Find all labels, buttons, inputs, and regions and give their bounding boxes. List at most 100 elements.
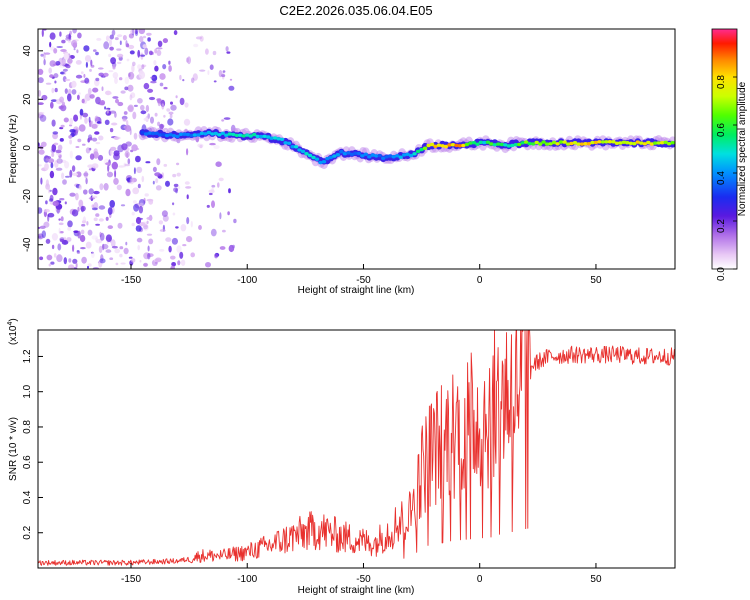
noise-speckle	[105, 162, 111, 166]
noise-speckle	[57, 243, 62, 251]
noise-speckle	[65, 78, 71, 82]
ridge-core	[262, 134, 267, 138]
noise-speckle	[168, 65, 172, 72]
noise-speckle	[223, 117, 231, 120]
noise-speckle	[98, 72, 104, 77]
noise-speckle	[45, 179, 50, 187]
noise-speckle	[108, 92, 112, 95]
noise-speckle	[124, 76, 129, 85]
ridge-core	[192, 133, 198, 137]
noise-speckle	[130, 92, 136, 99]
colorbar-ticks: 0.0 0.2 0.4 0.6 0.8	[716, 75, 737, 281]
noise-speckle	[87, 265, 89, 269]
noise-speckle	[60, 159, 67, 163]
noise-speckle	[108, 70, 114, 73]
ridge-core	[572, 141, 578, 145]
noise-speckle	[68, 258, 72, 263]
ridge-core	[485, 140, 491, 144]
noise-speckle	[53, 73, 59, 79]
ridge-core	[457, 144, 463, 148]
noise-speckle	[44, 52, 51, 55]
noise-speckle	[147, 252, 151, 260]
ridge-core	[590, 140, 595, 145]
ridge-core	[332, 154, 337, 158]
noise-speckle	[109, 46, 114, 51]
noise-speckle	[83, 73, 86, 78]
ridge-core	[367, 155, 372, 159]
noise-speckle	[219, 246, 226, 250]
noise-speckle	[210, 228, 217, 237]
ridge-core	[618, 141, 623, 145]
noise-speckle	[120, 90, 126, 94]
noise-speckle	[41, 29, 44, 37]
noise-speckle	[72, 258, 78, 264]
ridge-core	[252, 132, 257, 137]
ridge-core	[419, 147, 424, 152]
ridge-core	[660, 141, 665, 145]
ridge-core	[175, 134, 180, 139]
bottom-x-tick-label: -100	[237, 574, 257, 585]
noise-speckle	[131, 211, 135, 216]
ridge-core	[311, 155, 316, 160]
noise-speckle	[49, 170, 55, 179]
ridge-core	[318, 160, 323, 165]
noise-speckle	[68, 135, 73, 139]
noise-speckle	[61, 172, 65, 180]
noise-speckle	[95, 237, 98, 243]
noise-speckle	[137, 183, 141, 189]
noise-speckle	[154, 48, 158, 54]
ridge-core	[377, 153, 382, 158]
noise-speckle	[103, 41, 110, 50]
noise-speckle	[159, 82, 164, 87]
noise-speckle	[211, 187, 214, 194]
noise-speckle	[133, 132, 138, 140]
noise-speckle	[119, 77, 123, 81]
ridge-core	[576, 142, 581, 146]
ridge-core	[614, 141, 620, 145]
noise-speckle	[45, 82, 52, 85]
ridge-core	[597, 140, 602, 144]
noise-speckle	[218, 177, 224, 182]
noise-speckle	[128, 72, 131, 78]
noise-speckle	[69, 117, 73, 126]
noise-speckle	[168, 111, 174, 115]
noise-speckle	[63, 257, 67, 265]
noise-speckle	[127, 104, 134, 113]
noise-speckle	[97, 154, 104, 161]
noise-speckle	[59, 96, 64, 103]
noise-speckle	[59, 198, 65, 201]
bottom-y-axis-label: SNR (10 * v/v)	[8, 417, 19, 481]
ridge-core	[440, 144, 445, 148]
noise-speckle	[112, 96, 119, 99]
noise-speckle	[114, 37, 119, 41]
noise-speckle	[148, 238, 154, 245]
noise-speckle	[38, 102, 44, 105]
noise-speckle	[177, 260, 181, 266]
noise-speckle	[83, 189, 88, 195]
ridge-core	[475, 142, 480, 146]
ridge-core	[217, 133, 222, 137]
ridge-core	[531, 142, 536, 146]
noise-speckle	[53, 253, 57, 258]
noise-speckle	[221, 119, 225, 122]
noise-speckle	[127, 158, 131, 165]
noise-speckle	[64, 88, 68, 94]
noise-speckle	[80, 247, 86, 250]
noise-speckle	[109, 34, 115, 40]
ridge-core	[213, 131, 218, 136]
ridge-core	[436, 143, 442, 147]
chart-title: C2E2.2026.035.06.04.E05	[279, 3, 432, 18]
ridge-core	[314, 157, 320, 161]
noise-speckle	[136, 237, 143, 243]
noise-speckle	[166, 108, 171, 112]
noise-speckle	[62, 68, 68, 72]
noise-speckle	[83, 172, 89, 177]
noise-speckle	[88, 116, 91, 123]
ridge-core	[663, 140, 668, 144]
noise-speckle	[58, 227, 61, 234]
noise-speckle	[167, 118, 174, 126]
noise-speckle	[227, 211, 230, 216]
colorbar-tick-label: 0.4	[716, 171, 727, 185]
noise-speckle	[78, 184, 82, 190]
